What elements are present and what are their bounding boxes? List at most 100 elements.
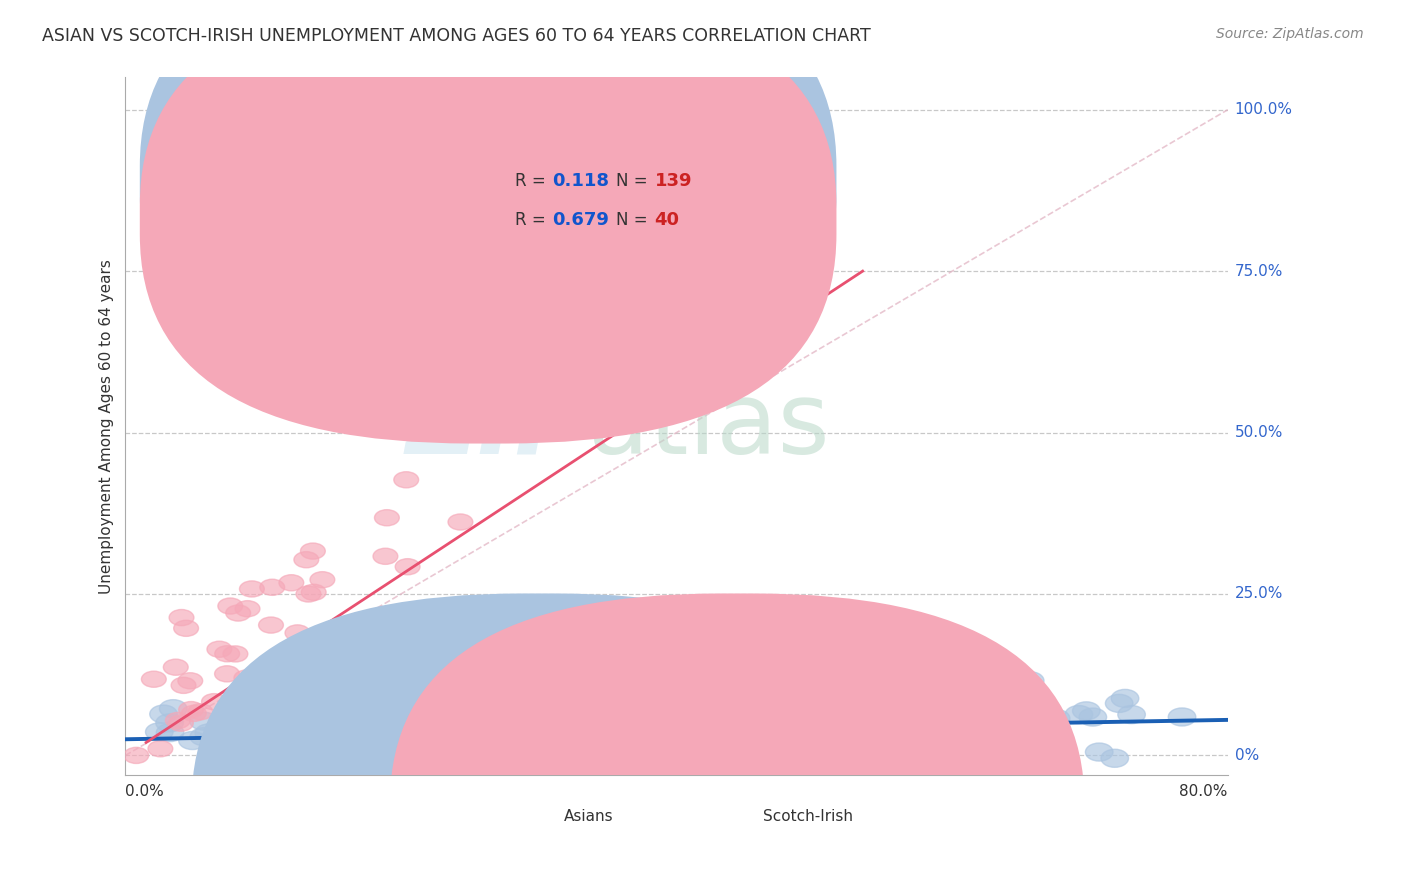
- Ellipse shape: [1105, 694, 1133, 713]
- Ellipse shape: [207, 641, 232, 657]
- Ellipse shape: [262, 725, 290, 743]
- Ellipse shape: [337, 706, 366, 724]
- Ellipse shape: [426, 717, 454, 736]
- Ellipse shape: [233, 670, 259, 686]
- Ellipse shape: [464, 717, 491, 735]
- Ellipse shape: [506, 718, 534, 736]
- Ellipse shape: [336, 723, 363, 741]
- Ellipse shape: [181, 706, 207, 722]
- Text: 80.0%: 80.0%: [1180, 784, 1227, 799]
- Ellipse shape: [218, 598, 243, 614]
- Ellipse shape: [190, 728, 218, 746]
- Text: Asians: Asians: [564, 809, 614, 824]
- Ellipse shape: [1118, 706, 1146, 723]
- Ellipse shape: [208, 722, 235, 739]
- Ellipse shape: [553, 717, 581, 735]
- Text: 0%: 0%: [1234, 747, 1258, 763]
- Ellipse shape: [285, 624, 309, 641]
- Text: N =: N =: [616, 211, 652, 229]
- Ellipse shape: [839, 706, 866, 723]
- Ellipse shape: [179, 701, 204, 718]
- Ellipse shape: [283, 725, 311, 743]
- Ellipse shape: [659, 708, 686, 726]
- Ellipse shape: [297, 586, 321, 602]
- Ellipse shape: [908, 714, 936, 731]
- Text: R =: R =: [515, 172, 551, 190]
- Ellipse shape: [156, 723, 184, 741]
- Ellipse shape: [195, 724, 222, 742]
- Ellipse shape: [744, 707, 772, 726]
- Ellipse shape: [288, 676, 315, 694]
- Ellipse shape: [366, 731, 394, 749]
- Ellipse shape: [370, 717, 396, 735]
- Ellipse shape: [145, 723, 173, 741]
- Ellipse shape: [636, 716, 664, 735]
- Ellipse shape: [644, 716, 671, 734]
- Ellipse shape: [574, 714, 602, 731]
- Ellipse shape: [449, 514, 472, 530]
- Ellipse shape: [172, 677, 195, 693]
- Ellipse shape: [174, 620, 198, 636]
- Text: Scotch-Irish: Scotch-Irish: [762, 809, 852, 824]
- Ellipse shape: [308, 723, 336, 742]
- Ellipse shape: [267, 718, 294, 737]
- Ellipse shape: [574, 723, 602, 741]
- Ellipse shape: [188, 704, 212, 720]
- Ellipse shape: [169, 609, 194, 625]
- Ellipse shape: [434, 705, 463, 723]
- Ellipse shape: [463, 727, 491, 745]
- Ellipse shape: [734, 700, 761, 719]
- Ellipse shape: [627, 720, 654, 738]
- Ellipse shape: [523, 722, 550, 740]
- Ellipse shape: [775, 717, 801, 735]
- Ellipse shape: [1111, 690, 1139, 707]
- Ellipse shape: [551, 692, 579, 710]
- Ellipse shape: [661, 739, 688, 756]
- Ellipse shape: [215, 646, 239, 662]
- Ellipse shape: [484, 714, 510, 731]
- Ellipse shape: [745, 712, 773, 731]
- Text: R =: R =: [515, 211, 551, 229]
- Ellipse shape: [478, 719, 506, 737]
- Ellipse shape: [728, 709, 756, 727]
- Ellipse shape: [929, 713, 956, 731]
- Ellipse shape: [796, 714, 824, 732]
- Ellipse shape: [278, 574, 304, 591]
- Ellipse shape: [778, 706, 806, 724]
- Ellipse shape: [693, 731, 720, 748]
- Ellipse shape: [966, 682, 993, 701]
- Ellipse shape: [309, 572, 335, 588]
- Ellipse shape: [430, 713, 458, 731]
- Ellipse shape: [790, 742, 817, 760]
- Text: 0.679: 0.679: [553, 211, 609, 229]
- Ellipse shape: [586, 703, 614, 721]
- Ellipse shape: [389, 656, 418, 674]
- Ellipse shape: [416, 128, 441, 144]
- Ellipse shape: [1078, 708, 1107, 726]
- FancyBboxPatch shape: [139, 0, 837, 443]
- Ellipse shape: [169, 715, 193, 731]
- Ellipse shape: [163, 659, 188, 675]
- Ellipse shape: [388, 717, 416, 735]
- Ellipse shape: [790, 710, 818, 729]
- FancyBboxPatch shape: [191, 593, 886, 892]
- Y-axis label: Unemployment Among Ages 60 to 64 years: Unemployment Among Ages 60 to 64 years: [100, 259, 114, 593]
- Ellipse shape: [623, 721, 650, 739]
- Ellipse shape: [588, 720, 614, 738]
- Ellipse shape: [215, 665, 239, 681]
- Ellipse shape: [235, 600, 260, 616]
- Text: ZIP: ZIP: [405, 377, 589, 475]
- Ellipse shape: [544, 722, 571, 739]
- Ellipse shape: [409, 724, 437, 742]
- Ellipse shape: [789, 698, 817, 715]
- Ellipse shape: [259, 617, 284, 633]
- Text: 139: 139: [655, 172, 692, 190]
- Text: 100.0%: 100.0%: [1234, 103, 1292, 117]
- Ellipse shape: [576, 719, 605, 737]
- Ellipse shape: [374, 509, 399, 525]
- Ellipse shape: [628, 720, 657, 738]
- Ellipse shape: [399, 732, 427, 750]
- FancyBboxPatch shape: [451, 151, 731, 252]
- Ellipse shape: [190, 712, 218, 731]
- Ellipse shape: [371, 723, 398, 740]
